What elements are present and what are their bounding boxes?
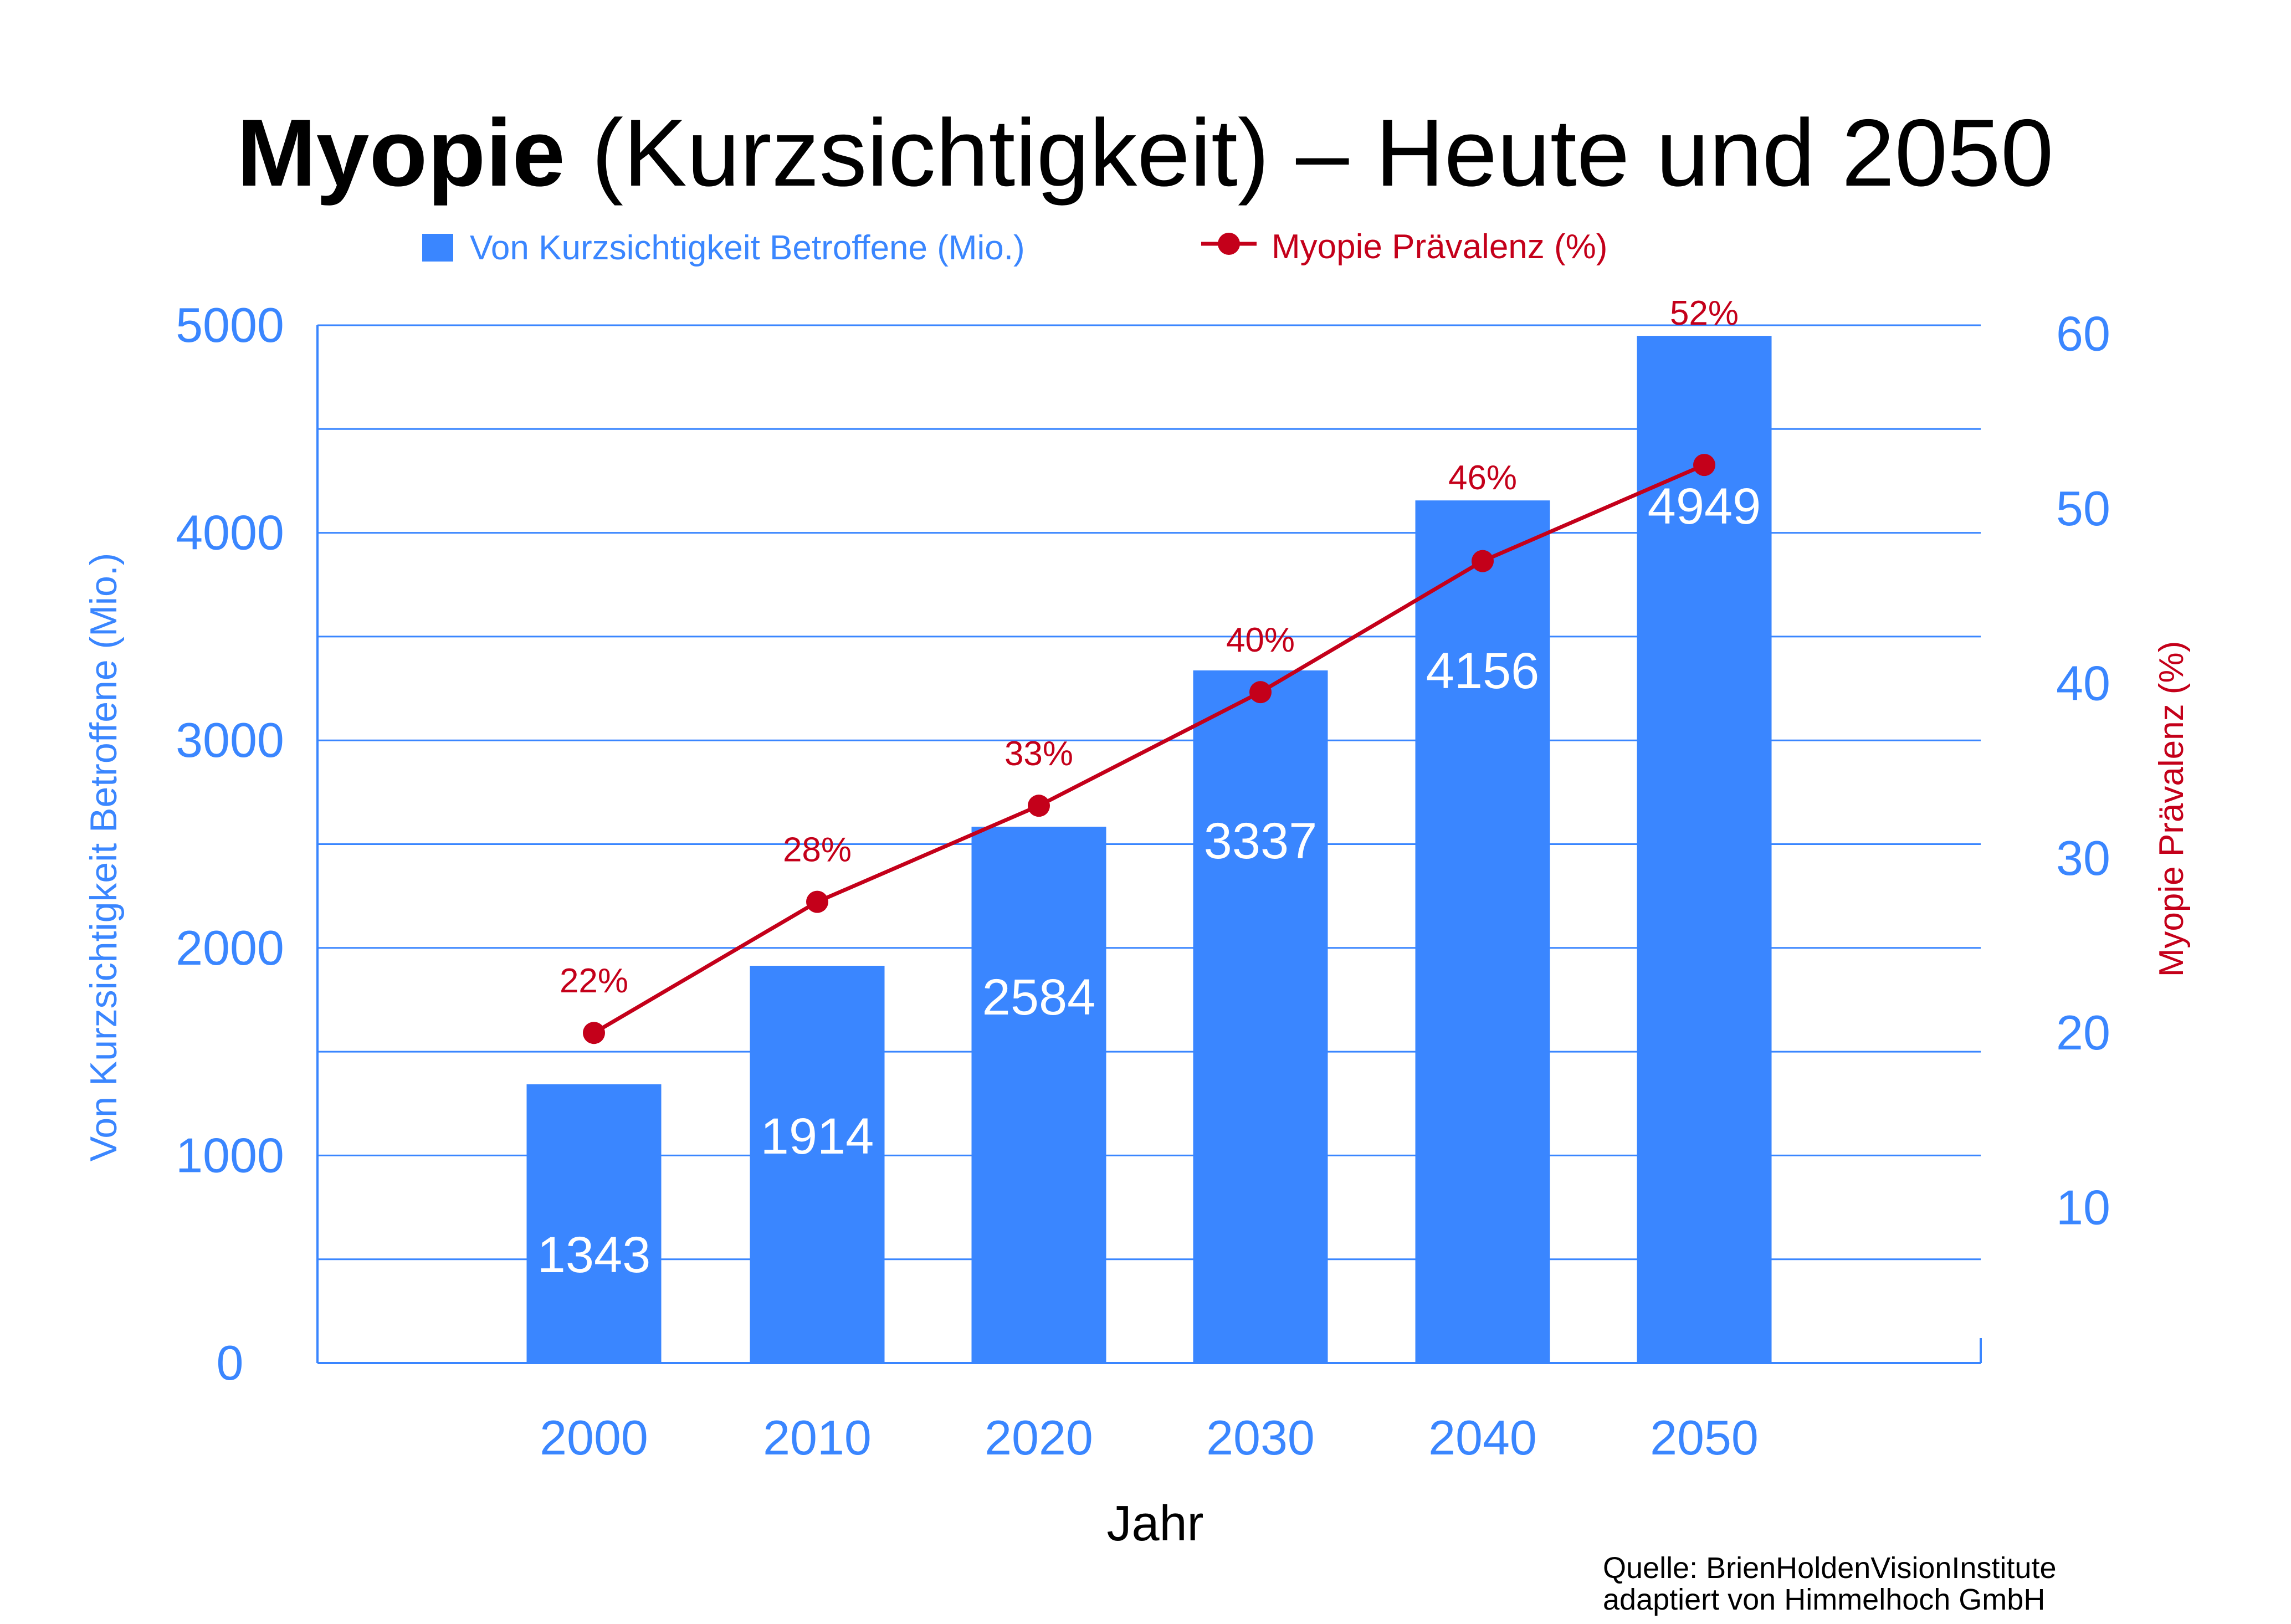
legend: Von Kurzsichtigkeit Betroffene (Mio.) My… [422,228,1607,267]
line-value-label: 52% [1670,294,1739,332]
y2-tick-label: 30 [2056,831,2110,885]
bar [971,827,1106,1363]
y2-axis-title: Myopie Prävalenz (%) [2152,641,2191,977]
source-line-1: Quelle: BrienHoldenVisionInstitute [1603,1551,2057,1585]
x-tick-label: 2010 [763,1410,872,1465]
bar-value-label: 2584 [982,969,1096,1026]
source-line-2: adaptiert von Himmelhoch GmbH [1603,1583,2045,1616]
line-value-label: 33% [1004,735,1073,773]
y-tick-label: 5000 [176,298,284,352]
bar-value-label: 1914 [761,1108,874,1165]
y2-tick-label: 40 [2056,655,2110,710]
bar-value-label: 4949 [1648,478,1761,535]
line-point [583,1022,605,1044]
x-tick-label: 2050 [1650,1410,1759,1465]
line-value-label: 40% [1226,621,1295,659]
legend-line-label: Myopie Prävalenz (%) [1272,228,1607,266]
y2-tick-label: 50 [2056,481,2110,536]
y2-tick-label: 10 [2056,1180,2110,1235]
legend-bar-label: Von Kurzsichtigkeit Betroffene (Mio.) [470,229,1025,267]
chart-title-rest: (Kurzsichtigkeit) – Heute und 2050 [565,100,2054,206]
legend-line-marker [1218,233,1240,255]
left-axis-ticks: 0 1000 2000 3000 4000 5000 [176,298,284,1390]
line-point [1693,454,1715,477]
x-tick-label: 2020 [985,1410,1093,1465]
line-point [1249,681,1272,704]
bar-value-label: 4156 [1426,643,1540,699]
bar [1193,670,1328,1363]
line-point [1028,795,1050,817]
line-value-label: 28% [783,831,852,869]
bar [1415,500,1550,1364]
y-axis-title: Von Kurzsichtigkeit Betroffene (Mio.) [83,553,125,1162]
line-value-label: 46% [1448,459,1517,497]
x-axis-ticks: 2000 2010 2020 2030 2040 2050 [540,1410,1759,1465]
bar [526,1084,662,1363]
line-point [1472,550,1494,572]
chart-title: Myopie (Kurzsichtigkeit) – Heute und 205… [237,100,2053,206]
line-value-label: 22% [560,962,628,1000]
legend-bar-swatch [422,234,453,262]
chart-title-bold: Myopie [237,100,565,206]
y-tick-label: 1000 [176,1128,284,1182]
y2-tick-label: 60 [2056,306,2110,361]
x-tick-label: 2040 [1428,1410,1537,1465]
bar [1637,336,1772,1363]
y-tick-label: 0 [217,1335,244,1390]
x-tick-label: 2000 [540,1410,648,1465]
y-tick-label: 2000 [176,920,284,975]
right-axis-ticks: 10 20 30 40 50 60 [2056,306,2110,1235]
x-tick-label: 2030 [1206,1410,1315,1465]
bar [750,966,885,1363]
prevalence-line: 22% 28% 33% 40% 46% 52% [560,294,1739,1044]
prevalence-line-path [593,463,1705,1035]
bars: 1343 1914 2584 3337 4156 4949 [526,336,1772,1364]
y-tick-label: 4000 [176,505,284,560]
y2-tick-label: 20 [2056,1005,2110,1060]
bar-value-label: 1343 [537,1227,651,1283]
line-point [806,890,828,913]
bar-value-label: 3337 [1204,813,1318,869]
y-tick-label: 3000 [176,713,284,767]
x-axis-title: Jahr [1106,1496,1203,1551]
